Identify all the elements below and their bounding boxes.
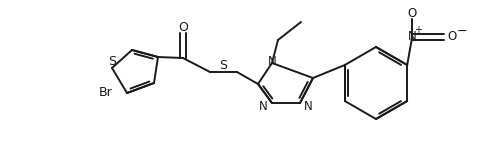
Text: S: S [220,58,227,71]
Text: N: N [408,30,417,43]
Text: O: O [178,21,188,34]
Text: N: N [267,54,276,67]
Text: N: N [304,99,313,112]
Text: −: − [457,24,468,37]
Text: N: N [259,99,268,112]
Text: +: + [414,25,422,35]
Text: O: O [407,6,417,19]
Text: S: S [108,54,116,67]
Text: Br: Br [99,86,113,99]
Text: O: O [447,30,457,43]
